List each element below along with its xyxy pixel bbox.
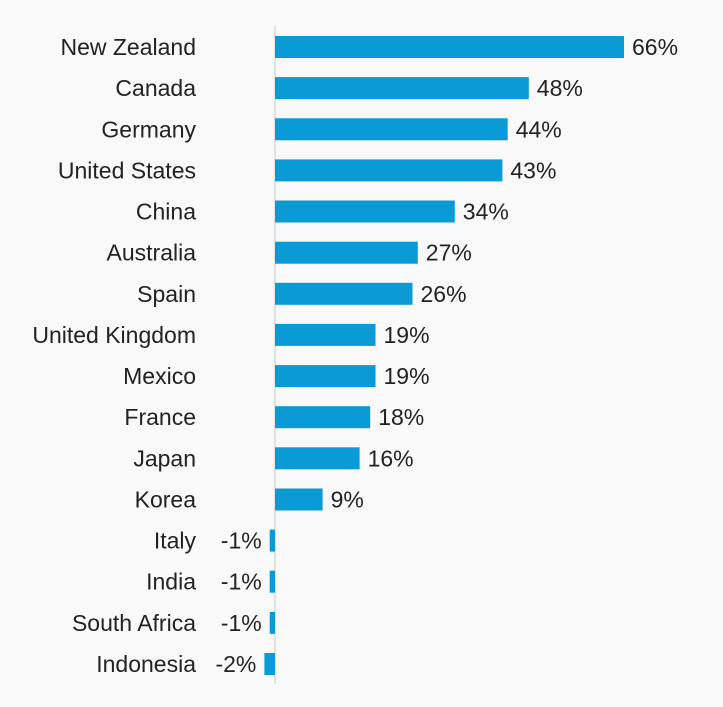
- category-label: Korea: [135, 486, 197, 512]
- value-label: 43%: [510, 157, 556, 183]
- bar: [275, 365, 376, 388]
- value-label: 19%: [384, 322, 430, 348]
- value-label: 27%: [426, 240, 472, 266]
- bar: [275, 488, 323, 511]
- bar: [275, 200, 455, 223]
- bar: [269, 611, 275, 634]
- category-label: France: [124, 404, 196, 430]
- value-label: 18%: [378, 404, 424, 430]
- bar: [275, 77, 529, 100]
- value-label: 19%: [384, 363, 430, 389]
- value-labels-group: 66% 48% 44% 43%34% 27% 26% 19% 19% 18% 16%9% -1% -1…: [215, 34, 678, 677]
- category-label: New Zealand: [60, 34, 196, 60]
- bar: [275, 323, 376, 346]
- bar: [264, 653, 275, 675]
- category-label: Italy: [154, 528, 197, 554]
- category-label: India: [146, 569, 196, 595]
- value-label: 34%: [463, 199, 509, 225]
- bar: [275, 406, 371, 429]
- value-label: 26%: [421, 281, 467, 307]
- bar: [275, 36, 624, 58]
- category-label: South Africa: [72, 610, 196, 636]
- value-label: 16%: [368, 445, 414, 471]
- bar: [275, 118, 508, 141]
- category-label: Mexico: [123, 363, 196, 389]
- category-label: Canada: [115, 75, 196, 101]
- value-label: -1%: [221, 569, 262, 595]
- bars-group: [264, 36, 624, 675]
- value-label: -1%: [221, 610, 262, 636]
- value-label: 9%: [331, 486, 364, 512]
- value-label: 48%: [537, 75, 583, 101]
- category-label: Indonesia: [96, 651, 196, 677]
- category-label: Germany: [101, 116, 196, 142]
- value-label: -1%: [221, 528, 262, 554]
- bar: [275, 159, 503, 182]
- category-label: Japan: [133, 445, 196, 471]
- value-label: 66%: [632, 34, 678, 60]
- value-label: 44%: [516, 116, 562, 142]
- bar: [275, 282, 413, 305]
- bar: [269, 529, 275, 552]
- category-label: Australia: [107, 240, 197, 266]
- category-label: United Kingdom: [32, 322, 196, 348]
- category-label: China: [136, 199, 196, 225]
- category-label: Spain: [137, 281, 196, 307]
- category-label: United States: [58, 157, 196, 183]
- value-label: -2%: [215, 651, 256, 677]
- bar: [269, 570, 275, 593]
- category-labels-group: New Zealand Canada Germany United States Chi…: [32, 34, 196, 677]
- bar: [275, 241, 418, 264]
- bar: [275, 447, 360, 470]
